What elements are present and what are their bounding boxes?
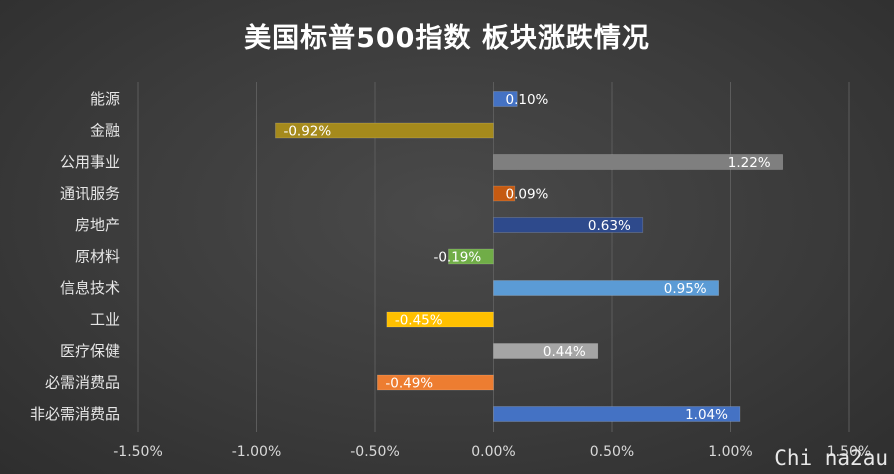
- data-label: 0.09%: [506, 187, 549, 203]
- x-tick-label: 0.00%: [471, 444, 515, 460]
- bar: [493, 280, 719, 296]
- data-label: 0.95%: [664, 281, 707, 297]
- watermark: Chi na2au: [774, 446, 888, 470]
- category-label: 金融: [90, 122, 120, 140]
- chart-title: 美国标普500指数 板块涨跌情况: [244, 23, 650, 54]
- data-label: 1.22%: [728, 155, 771, 171]
- bar: [275, 122, 494, 139]
- category-label: 必需消费品: [45, 374, 120, 392]
- data-label: 0.10%: [506, 92, 549, 108]
- data-label: -0.92%: [283, 124, 331, 140]
- category-label: 房地产: [75, 216, 120, 234]
- data-label: 0.44%: [543, 344, 586, 360]
- bar: [493, 217, 644, 233]
- x-tick-label: -0.50%: [350, 444, 400, 460]
- x-tick-label: -1.00%: [232, 444, 282, 460]
- category-label: 信息技术: [60, 279, 120, 297]
- data-label: -0.49%: [385, 376, 433, 392]
- category-label: 能源: [90, 90, 120, 108]
- data-label: -0.19%: [433, 250, 481, 266]
- category-label: 原材料: [75, 248, 120, 266]
- bar: [448, 248, 494, 265]
- data-label: 1.04%: [685, 407, 728, 423]
- bar: [493, 406, 741, 422]
- bar: [493, 91, 518, 107]
- x-tick-label: 1.50%: [827, 444, 871, 460]
- x-tick-label: 0.50%: [590, 444, 634, 460]
- bar: [493, 154, 783, 170]
- category-label: 公用事业: [60, 153, 120, 171]
- bar: [386, 311, 494, 328]
- data-label: 0.63%: [588, 218, 631, 234]
- category-label: 医疗保健: [60, 342, 120, 360]
- data-label: -0.45%: [395, 313, 443, 329]
- x-tick-label: -1.50%: [113, 444, 163, 460]
- bar: [493, 185, 516, 202]
- category-label: 工业: [90, 311, 120, 329]
- bar: [377, 374, 494, 391]
- bar: [493, 343, 599, 359]
- category-label: 通讯服务: [60, 185, 120, 203]
- x-tick-label: 1.00%: [708, 444, 752, 460]
- category-label: 非必需消费品: [30, 405, 120, 423]
